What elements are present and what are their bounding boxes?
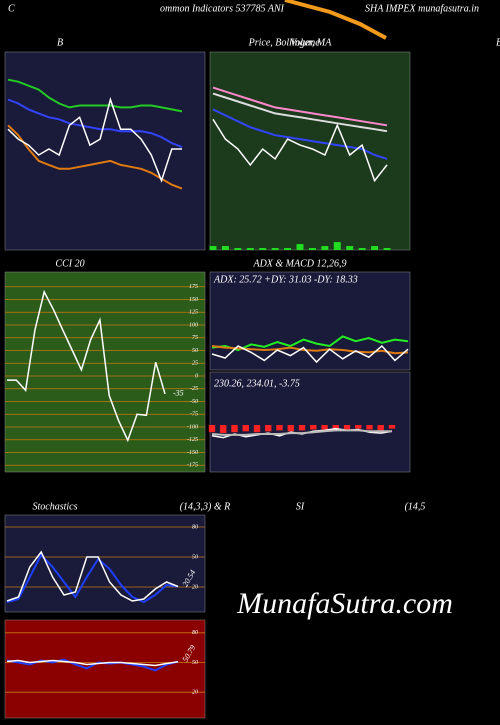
panel bbox=[209, 271, 411, 371]
series-line bbox=[212, 92, 388, 133]
series-line bbox=[7, 289, 166, 443]
panel-title: Price, Bollinger, MA bbox=[248, 37, 333, 48]
series-line bbox=[7, 124, 183, 190]
bar bbox=[242, 425, 249, 432]
y-tick-label: 80 bbox=[192, 630, 198, 636]
bar bbox=[310, 425, 317, 430]
y-tick-label: -150 bbox=[187, 450, 198, 456]
y-tick-label: 100 bbox=[189, 322, 198, 328]
bar bbox=[209, 246, 217, 250]
y-tick-label: 50 bbox=[192, 554, 198, 560]
series-line bbox=[7, 78, 183, 113]
panel-title: ADX & MACD 12,26,9 bbox=[252, 258, 346, 269]
bar bbox=[298, 425, 306, 431]
annotation: 230.26, 234.01, -3.75 bbox=[214, 378, 300, 389]
header-edge: B bbox=[496, 37, 500, 48]
panel bbox=[4, 514, 206, 613]
bar bbox=[220, 425, 227, 434]
series-line bbox=[211, 344, 409, 364]
bar bbox=[284, 248, 292, 250]
y-tick-label: 75 bbox=[192, 335, 198, 341]
bar bbox=[343, 425, 351, 430]
bar bbox=[366, 425, 373, 430]
bar bbox=[208, 425, 216, 433]
panel bbox=[4, 271, 206, 473]
bar bbox=[231, 425, 238, 433]
bar bbox=[246, 248, 254, 250]
decor-stroke bbox=[284, 0, 387, 40]
y-tick-label: 175 bbox=[189, 284, 198, 290]
series-line bbox=[211, 335, 409, 352]
panel bbox=[209, 371, 411, 473]
bar bbox=[321, 425, 328, 430]
annotation: ADX: 25.72 +DY: 31.03 -DY: 18.33 bbox=[213, 274, 358, 285]
y-tick-label: -50 bbox=[190, 399, 198, 405]
header-right: SHA IMPEX munafasutra.in bbox=[365, 3, 479, 14]
bar bbox=[332, 425, 339, 429]
panel-title: B bbox=[57, 37, 63, 48]
y-tick-label: 25 bbox=[192, 361, 198, 367]
bar bbox=[333, 242, 341, 250]
bar bbox=[296, 244, 304, 250]
panel-title: Stochastics bbox=[33, 501, 78, 512]
panel-title: SI bbox=[296, 501, 305, 512]
bar bbox=[321, 246, 329, 250]
y-tick-label: 50 bbox=[192, 660, 198, 666]
header-middle: ommon Indicators 537785 ANI bbox=[160, 3, 285, 14]
y-tick-label: -25 bbox=[190, 386, 198, 392]
bar bbox=[388, 425, 396, 429]
bar bbox=[271, 248, 279, 250]
series-line bbox=[7, 96, 182, 183]
header-left: C bbox=[8, 3, 15, 14]
series-line bbox=[6, 659, 179, 667]
value-label: -35 bbox=[173, 389, 184, 398]
y-tick-label: -175 bbox=[187, 463, 198, 469]
bar bbox=[383, 248, 391, 250]
bar bbox=[377, 425, 384, 431]
y-tick-label: -100 bbox=[187, 424, 198, 430]
y-tick-label: -125 bbox=[187, 437, 198, 443]
bar bbox=[234, 248, 242, 250]
series-line bbox=[6, 550, 179, 602]
bar bbox=[265, 425, 272, 432]
watermark: MunafaSutra.com bbox=[236, 587, 453, 620]
series-line bbox=[7, 98, 183, 148]
series-line bbox=[211, 429, 392, 436]
series-line bbox=[6, 553, 179, 604]
panel-title: CCI 20 bbox=[55, 258, 84, 269]
bar bbox=[221, 246, 229, 250]
y-tick-label: 150 bbox=[189, 297, 198, 303]
series-line bbox=[212, 118, 388, 183]
bar bbox=[259, 248, 267, 250]
panel bbox=[209, 51, 411, 251]
y-tick-label: 50 bbox=[192, 348, 198, 354]
panel bbox=[4, 619, 206, 719]
y-tick-label: 20 bbox=[192, 690, 198, 696]
bar bbox=[308, 248, 316, 250]
panel-subtitle: (14,5 bbox=[405, 501, 426, 512]
y-tick-label: -75 bbox=[190, 412, 198, 418]
y-tick-label: 20 bbox=[192, 584, 198, 590]
bar bbox=[371, 246, 379, 250]
bar bbox=[355, 425, 362, 429]
y-tick-label: 0 bbox=[195, 373, 198, 379]
bar bbox=[276, 425, 283, 431]
y-tick-label: 125 bbox=[189, 310, 198, 316]
panel-subtitle: Volume bbox=[290, 37, 320, 48]
y-tick-label: 80 bbox=[192, 524, 198, 530]
bar bbox=[287, 425, 294, 432]
bar bbox=[358, 248, 366, 250]
panel-subtitle: (14,3,3) & R bbox=[180, 501, 231, 512]
bar bbox=[253, 425, 261, 433]
series-line bbox=[212, 86, 388, 127]
bar bbox=[346, 246, 354, 250]
